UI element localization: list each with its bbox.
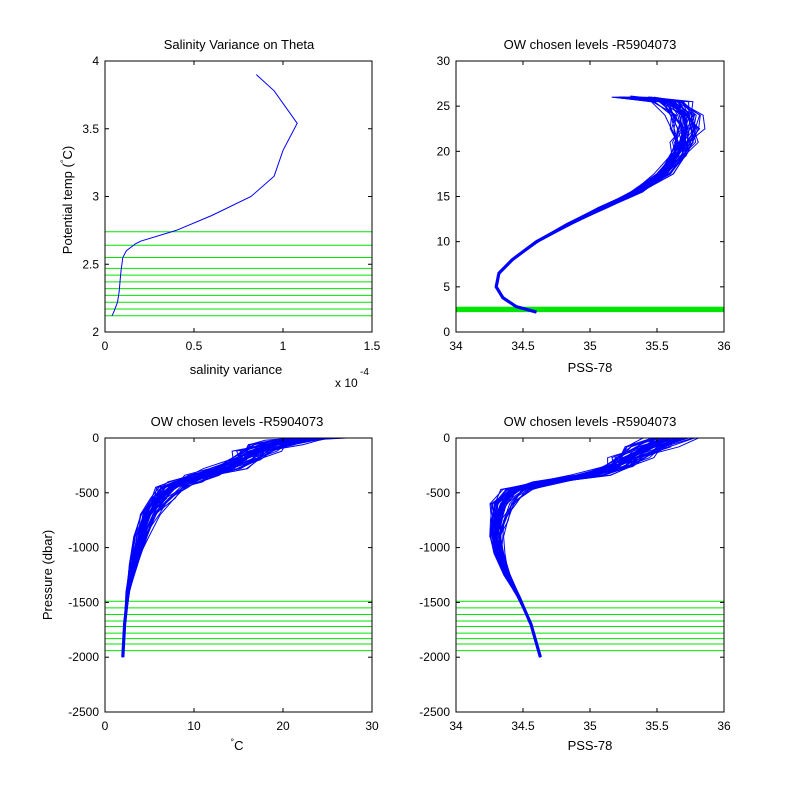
x-tick-label: 30 — [365, 719, 379, 733]
x-tick-label: 1.5 — [364, 339, 381, 353]
panel-title: OW chosen levels -R5904073 — [504, 414, 677, 429]
x-tick-label: 36 — [717, 719, 731, 733]
panel-title: OW chosen levels -R5904073 — [151, 414, 324, 429]
y-tick-label: 4 — [92, 54, 99, 68]
y-tick-label: -2000 — [68, 650, 99, 664]
x-axis-label: °C — [231, 737, 244, 753]
x-tick-label: 0 — [102, 339, 109, 353]
y-tick-label: 30 — [437, 54, 451, 68]
y-tick-label: 0 — [443, 325, 450, 339]
degree-symbol: ° — [59, 159, 69, 163]
y-tick-label: 10 — [437, 235, 451, 249]
plot-marks — [105, 438, 372, 658]
y-tick-label: 5 — [443, 280, 450, 294]
y-tick-label: -500 — [75, 486, 99, 500]
y-tick-label: 15 — [437, 190, 451, 204]
y-tick-label: -1000 — [68, 541, 99, 555]
plot-marks — [456, 95, 724, 314]
profile-core — [121, 438, 319, 658]
panel-title: Salinity Variance on Theta — [164, 37, 315, 52]
y-tick-label: 3 — [92, 190, 99, 204]
x-tick-label: 34 — [449, 719, 463, 733]
x-axis-label-unit: C — [234, 738, 243, 753]
y-tick-label: 0 — [443, 431, 450, 445]
y-axis-label-name: Potential temp ( — [60, 162, 75, 254]
x-tick-label: 34 — [449, 339, 463, 353]
y-tick-label: -2500 — [68, 705, 99, 719]
x-axis-label: salinity variance — [190, 362, 283, 377]
plot-area: 0 0.5 1 1.5 2 2.5 3 3.5 4 — [82, 54, 380, 353]
y-tick-label: -1000 — [419, 541, 450, 555]
y-tick-label: 25 — [437, 99, 451, 113]
profile-core — [494, 438, 672, 658]
plot-marks — [105, 74, 372, 317]
y-tick-label: -500 — [426, 486, 450, 500]
x-tick-label: 34.5 — [511, 719, 535, 733]
y-tick-label: -1500 — [419, 595, 450, 609]
series-line — [111, 74, 298, 316]
y-axis-label-unit: C) — [60, 146, 75, 160]
y-tick-label: 2 — [92, 325, 99, 339]
x-tick-label: 36 — [717, 339, 731, 353]
degree-symbol: ° — [231, 737, 235, 747]
x-tick-label: 20 — [276, 719, 290, 733]
x-exponent-power: -4 — [360, 367, 369, 378]
profile-core — [494, 95, 689, 314]
x-tick-label: 35.5 — [645, 339, 669, 353]
panel-salinity-pressure: OW chosen levels -R5904073 PSS-78 34 34.5… — [419, 414, 731, 753]
y-tick-label: -1500 — [68, 595, 99, 609]
y-tick-label: -2500 — [419, 705, 450, 719]
y-tick-label: 20 — [437, 144, 451, 158]
y-tick-label: -2000 — [419, 650, 450, 664]
y-tick-label: 3.5 — [82, 122, 99, 136]
x-tick-label: 0.5 — [186, 339, 203, 353]
x-tick-label: 34.5 — [511, 339, 535, 353]
y-axis-label: Pressure (dbar) — [40, 530, 55, 620]
plot-marks — [456, 438, 724, 658]
y-axis-label: Potential temp (°C) — [59, 146, 75, 254]
x-axis-label: PSS-78 — [568, 738, 613, 753]
x-tick-label: 35 — [583, 339, 597, 353]
panel-title: OW chosen levels -R5904073 — [504, 37, 677, 52]
plot-area: 34 34.5 35 35.5 36 0 5 10 15 20 25 30 — [437, 54, 731, 353]
axes-box — [104, 437, 373, 713]
x-tick-label: 35.5 — [645, 719, 669, 733]
level-band — [456, 306, 724, 313]
plot-area: 34 34.5 35 35.5 36 -2500 -2000 -1500 -1000 -500 0 — [419, 431, 731, 733]
x-tick-label: 35 — [583, 719, 597, 733]
x-tick-label: 0 — [102, 719, 109, 733]
y-tick-label: 2.5 — [82, 257, 99, 271]
x-tick-label: 10 — [187, 719, 201, 733]
panel-temperature-pressure: OW chosen levels -R5904073 °C Pressure (… — [40, 414, 379, 753]
panel-salinity-theta: OW chosen levels -R5904073 PSS-78 34 34.5… — [437, 37, 731, 375]
x-tick-label: 1 — [280, 339, 287, 353]
panel-salinity-variance: Salinity Variance on Theta salinity vari… — [59, 37, 381, 390]
plot-area: 0 10 20 30 -2500 -2000 -1500 -1000 -500 0 — [68, 431, 379, 733]
x-exponent-label: x 10 — [335, 376, 358, 390]
x-axis-label: PSS-78 — [568, 360, 613, 375]
y-tick-label: 0 — [92, 431, 99, 445]
